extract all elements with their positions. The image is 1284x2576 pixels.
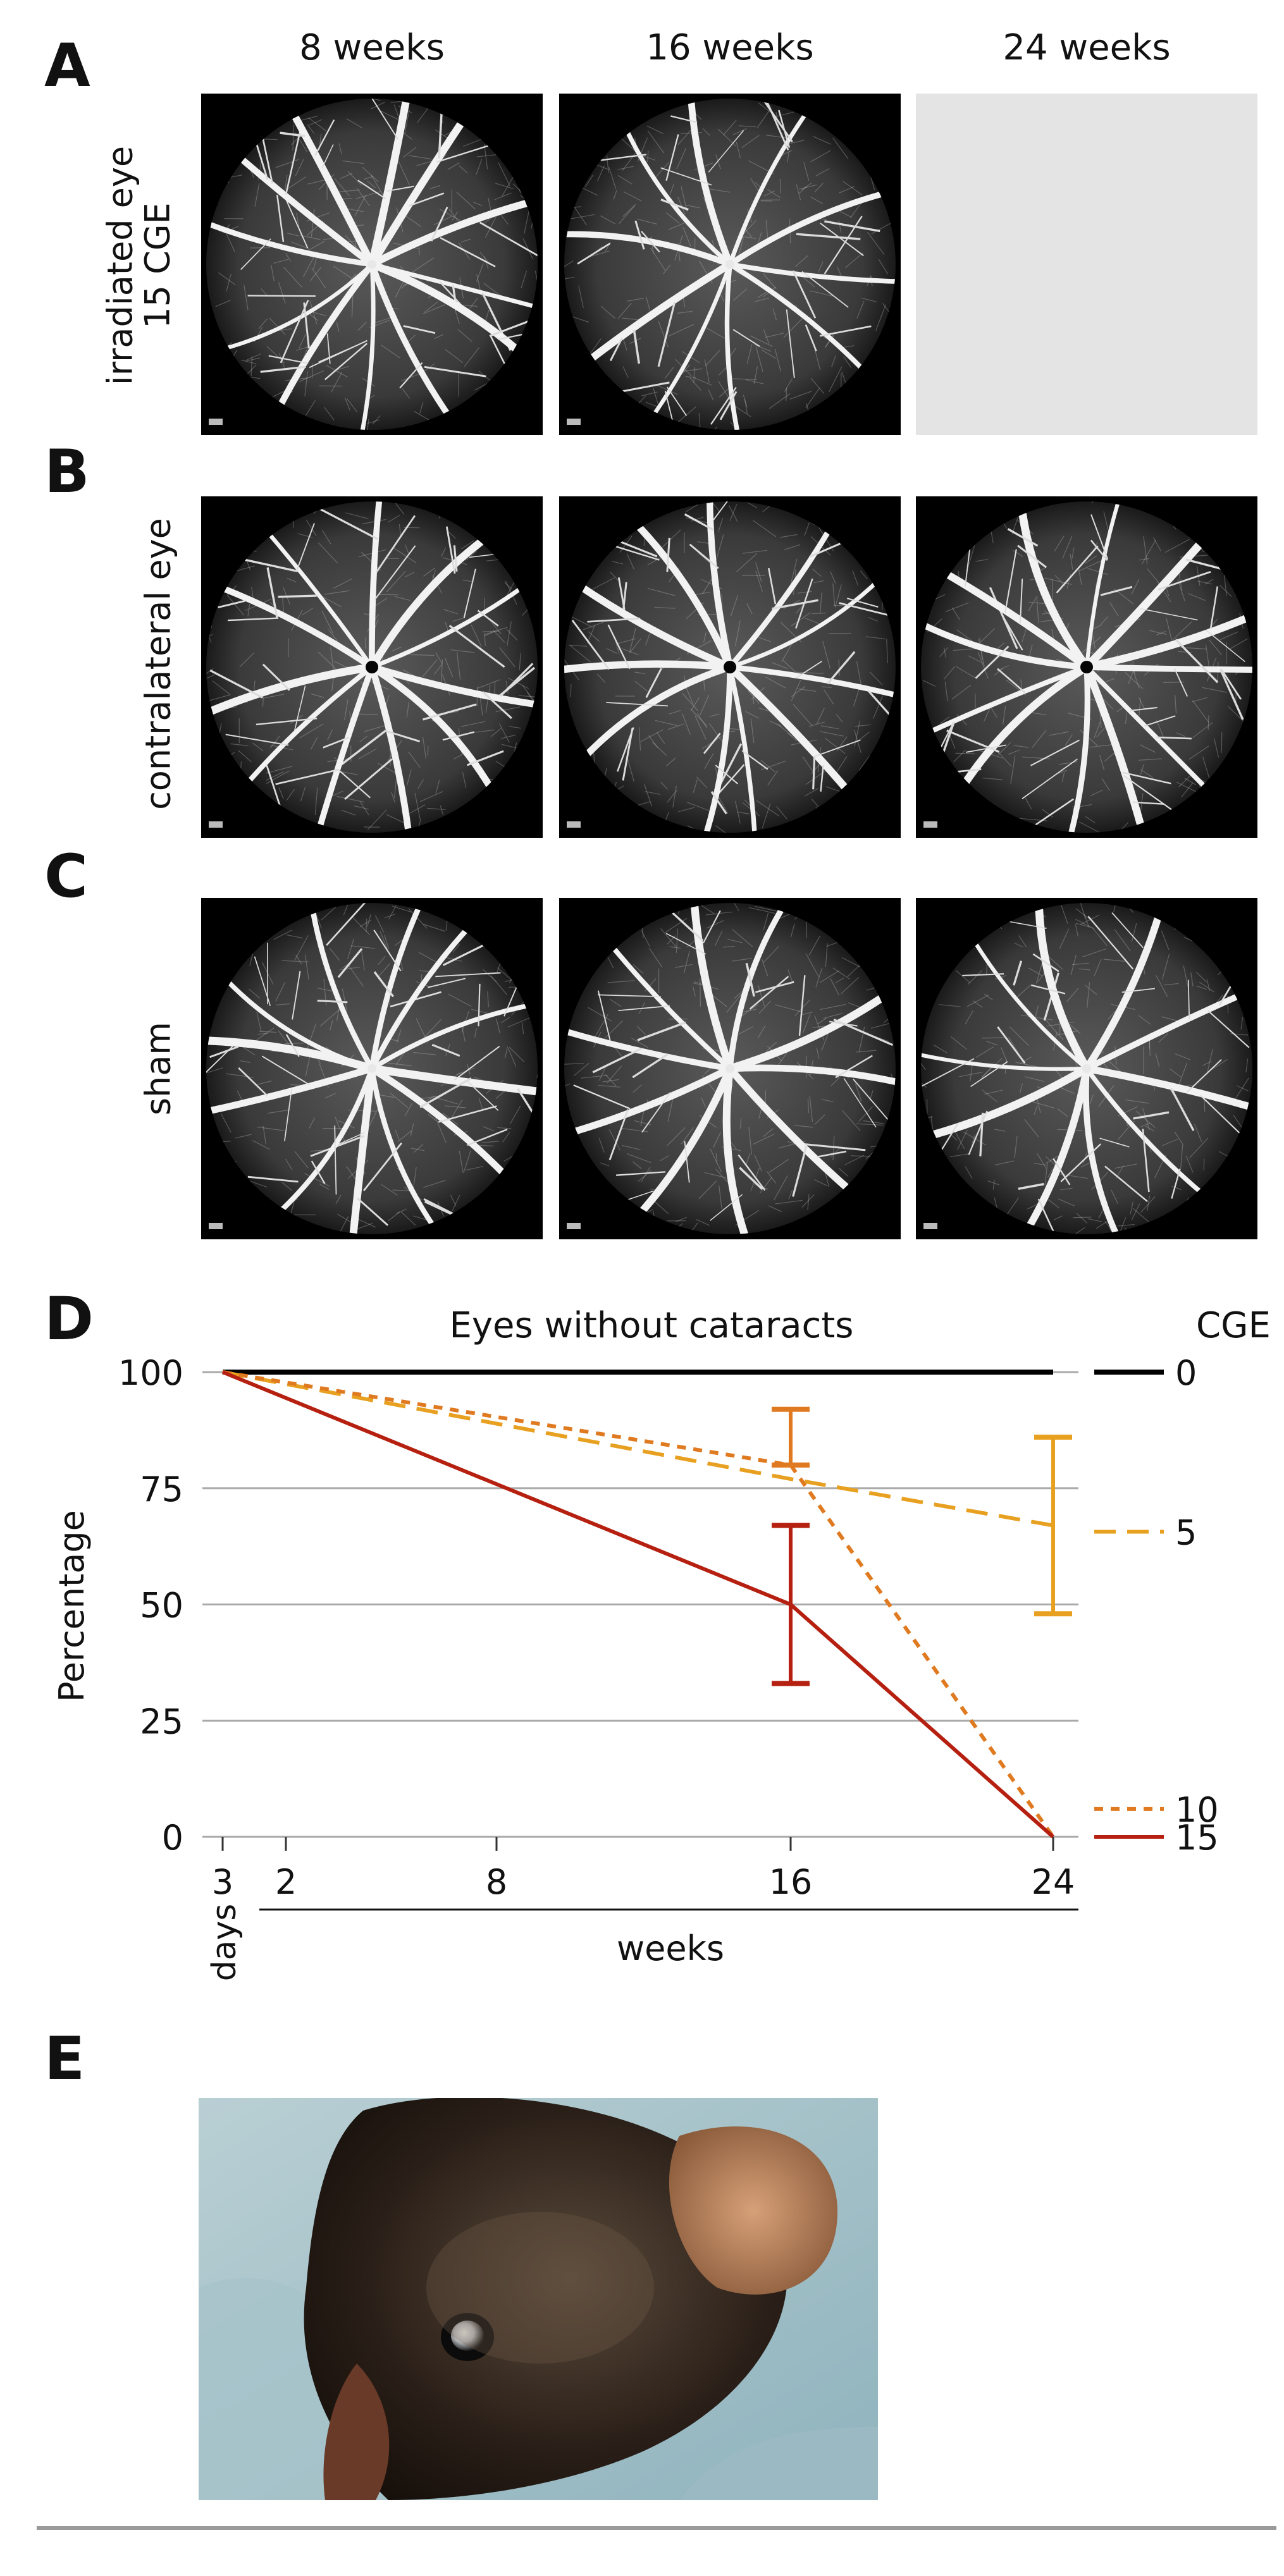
x-axis-label: weeks [617, 1929, 724, 1968]
x-tick-label: 16 [769, 1862, 813, 1902]
panel-label-b: B [44, 438, 90, 506]
x-tick-label: 2 [275, 1862, 297, 1902]
angiogram-sham-24wk [916, 898, 1257, 1239]
row-label-contralateral: contralateral eye [138, 518, 178, 810]
scale-bar [567, 419, 581, 425]
column-header-16-weeks: 16 weeks [646, 27, 814, 68]
legend-label-cge-0: 0 [1175, 1353, 1197, 1393]
legend-label-cge-15: 15 [1175, 1818, 1219, 1858]
series-line-cge-10 [222, 1370, 1055, 1838]
panel-label-a: A [44, 32, 90, 101]
row-label-irradiated-line2: 15 CGE [138, 202, 178, 329]
row-label-irradiated-line1: irradiated eye [100, 145, 140, 386]
scale-bar [209, 1223, 223, 1229]
y-axis-label: Percentage [52, 1510, 92, 1702]
angiogram-sham-8wk [201, 898, 543, 1239]
angiogram-contralateral-24wk [916, 496, 1257, 838]
angiogram-contralateral-16wk [559, 496, 901, 838]
y-tick-label: 0 [162, 1818, 183, 1858]
angiogram-contralateral-8wk [201, 496, 543, 838]
column-header-8-weeks: 8 weeks [299, 27, 445, 68]
panel-label-c: C [44, 842, 88, 911]
legend-title: CGE [1196, 1305, 1271, 1346]
angiogram-sham-16wk [559, 898, 901, 1239]
legend-label-cge-5: 5 [1175, 1513, 1197, 1553]
column-header-24-weeks: 24 weeks [1003, 27, 1171, 68]
panel-label-e: E [44, 2025, 85, 2094]
legend-label-cge-10: 10 [1175, 1790, 1219, 1830]
row-label-irradiated: irradiated eye 15 CGE [100, 145, 178, 386]
angiogram-irradiated-16wk [559, 94, 901, 435]
y-tick-label: 75 [140, 1469, 183, 1509]
scale-bar [209, 821, 223, 828]
x-sub-label-days: days [206, 1904, 244, 1982]
x-tick-label: 24 [1032, 1862, 1075, 1902]
mouse-photo [199, 2098, 878, 2500]
y-tick-label: 100 [118, 1353, 183, 1393]
scale-bar [567, 821, 581, 828]
scale-bar [209, 419, 223, 425]
scale-bar [923, 821, 937, 828]
scale-bar [923, 1223, 937, 1229]
series-line-cge-5 [222, 1370, 1054, 1528]
empty-tile-irradiated-24wk [916, 94, 1257, 435]
scale-bar [567, 1223, 581, 1229]
x-tick-label: 8 [486, 1862, 507, 1902]
row-label-sham: sham [138, 1021, 178, 1116]
x-tick-label: 3 [212, 1862, 233, 1902]
panel-label-d: D [44, 1285, 94, 1354]
y-tick-label: 25 [140, 1702, 183, 1741]
angiogram-irradiated-8wk [201, 94, 543, 435]
chart-title: Eyes without cataracts [450, 1305, 854, 1346]
bottom-rule [37, 2526, 1276, 2530]
y-tick-label: 50 [140, 1586, 183, 1626]
